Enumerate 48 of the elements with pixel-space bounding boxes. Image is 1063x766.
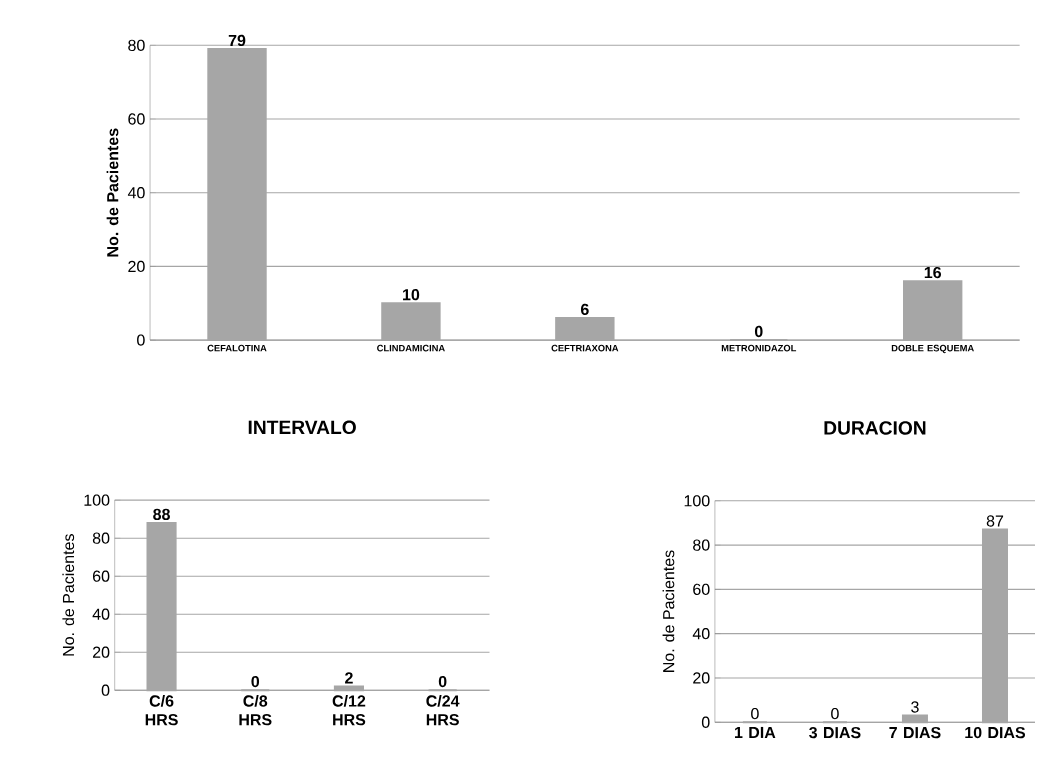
y-tick-label: 20 bbox=[92, 646, 110, 658]
data-label: 0 bbox=[751, 707, 759, 720]
x-tick-label: C/12 HRS bbox=[332, 694, 366, 726]
y-axis-title: No. de Pacientes bbox=[662, 550, 675, 672]
y-tick-label: 0 bbox=[101, 684, 110, 696]
data-label: 6 bbox=[580, 303, 589, 315]
y-tick-label: 60 bbox=[693, 583, 710, 595]
x-tick-label: 10 DIAS bbox=[965, 726, 1026, 739]
x-tick-label: DOBLE ESQUEMA bbox=[891, 344, 974, 354]
y-tick-label: 20 bbox=[693, 672, 710, 684]
y-tick-label: 100 bbox=[84, 494, 110, 506]
data-label: 3 bbox=[911, 701, 919, 713]
data-label: 0 bbox=[831, 707, 839, 720]
y-axis-title: No. de Pacientes bbox=[62, 533, 75, 656]
data-label: 88 bbox=[153, 508, 170, 520]
x-tick-label: C/24 HRS bbox=[426, 694, 460, 726]
y-tick-label: 0 bbox=[137, 334, 145, 346]
x-tick-label: CLINDAMICINA bbox=[377, 344, 445, 352]
data-label: 16 bbox=[924, 266, 942, 279]
x-tick-label: METRONIDAZOL bbox=[721, 344, 797, 352]
data-label: 0 bbox=[251, 675, 260, 688]
x-tick-label: CEFTRIAXONA bbox=[551, 344, 619, 352]
data-label: 87 bbox=[986, 515, 1004, 527]
y-tick-label: 20 bbox=[128, 260, 145, 272]
x-tick-label: 1 DIA bbox=[735, 726, 776, 738]
y-axis-title: No. de Pacientes bbox=[106, 128, 119, 257]
data-label: 2 bbox=[345, 672, 353, 684]
y-tick-label: 40 bbox=[692, 627, 710, 640]
x-tick-label: 7 DIAS bbox=[889, 726, 941, 739]
y-tick-label: 60 bbox=[128, 113, 145, 125]
x-tick-label: CEFALOTINA bbox=[207, 344, 267, 352]
x-tick-label: C/6 HRS bbox=[145, 694, 178, 726]
data-label: 0 bbox=[438, 675, 447, 688]
chart-title: INTERVALO bbox=[248, 420, 356, 434]
y-tick-label: 80 bbox=[693, 539, 710, 551]
y-tick-label: 0 bbox=[701, 716, 710, 728]
y-tick-label: 60 bbox=[93, 570, 110, 582]
x-tick-label: C/8 HRS bbox=[239, 694, 272, 726]
data-label: 10 bbox=[403, 288, 420, 301]
y-tick-label: 80 bbox=[92, 532, 110, 544]
data-label: 79 bbox=[228, 34, 246, 46]
data-label: 0 bbox=[754, 325, 763, 338]
y-tick-label: 40 bbox=[127, 186, 145, 199]
y-tick-label: 80 bbox=[128, 39, 145, 51]
y-tick-label: 40 bbox=[92, 608, 110, 620]
y-tick-label: 100 bbox=[684, 495, 710, 507]
chart-title: DURACION bbox=[824, 421, 926, 435]
x-tick-label: 3 DIAS bbox=[809, 726, 861, 739]
